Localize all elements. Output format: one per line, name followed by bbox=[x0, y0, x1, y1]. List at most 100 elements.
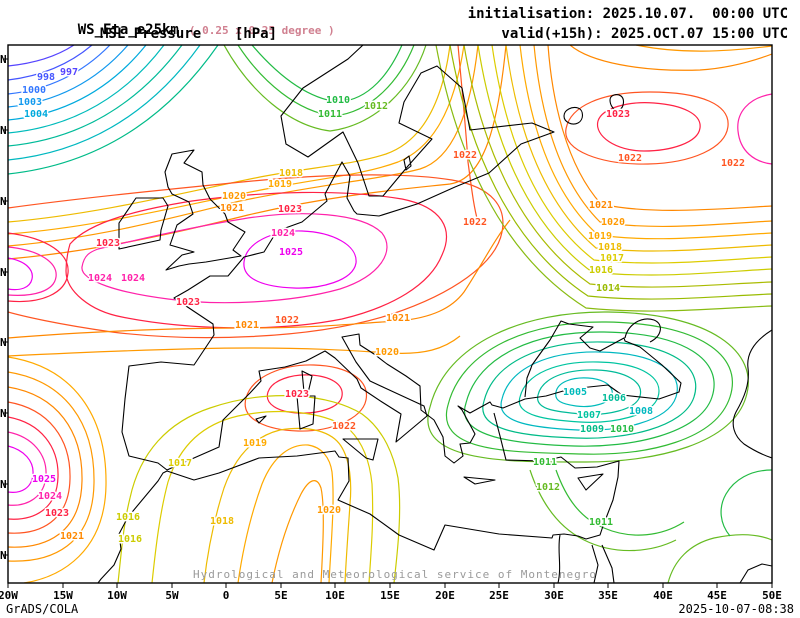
header-line-1: WS_Eta_e25km ( 0.25 x 0.25 degree ) bbox=[44, 6, 335, 54]
isobar-label-1021: 1021 bbox=[386, 313, 410, 324]
isobar-label-1007: 1007 bbox=[577, 410, 601, 421]
isobar-label-1019: 1019 bbox=[243, 438, 267, 449]
creation-timestamp: 2025-10-07-08:38 bbox=[678, 602, 794, 616]
isobar-label-1022: 1022 bbox=[453, 150, 477, 161]
field-title: MSL Pressure [hPa] bbox=[100, 26, 278, 42]
isobar-label-1023: 1023 bbox=[278, 204, 302, 215]
isobar-1008 bbox=[8, 45, 201, 161]
isobar-1006 bbox=[537, 369, 642, 415]
isobar-label-1021: 1021 bbox=[220, 203, 244, 214]
isobar-label-1020: 1020 bbox=[317, 505, 341, 516]
isobar-label-1025: 1025 bbox=[32, 474, 56, 485]
isobar-997 bbox=[8, 45, 75, 67]
isobar-1020 bbox=[8, 371, 95, 562]
isobar-1019 bbox=[237, 444, 334, 583]
isobar-label-1018: 1018 bbox=[279, 168, 303, 179]
model-title: WS_Eta_e25km bbox=[77, 22, 179, 38]
isobar-label-1021: 1021 bbox=[235, 320, 259, 331]
x-tick-label: 50E bbox=[762, 589, 782, 602]
isobar-1023 bbox=[65, 191, 447, 329]
isobar-1018 bbox=[203, 427, 352, 583]
isobar-label-1021: 1021 bbox=[589, 200, 613, 211]
x-tick-label: 20W bbox=[0, 589, 18, 602]
x-tick-label: 35E bbox=[598, 589, 618, 602]
isobar-label-1005: 1005 bbox=[563, 387, 587, 398]
isobar-label-1025: 1025 bbox=[279, 247, 303, 258]
isobar-1021 bbox=[8, 45, 507, 260]
valid-time-text: valid(+15h): 2025.OCT.07 15:00 UTC bbox=[501, 26, 788, 42]
isobar-1021 bbox=[547, 45, 772, 211]
isobar-label-1022: 1022 bbox=[332, 421, 356, 432]
isobar-label-1023: 1023 bbox=[606, 109, 630, 120]
isobar-label-1004: 1004 bbox=[24, 109, 48, 120]
isobar-label-1022: 1022 bbox=[721, 158, 745, 169]
isobar-1005 bbox=[8, 45, 165, 134]
isobar-1025 bbox=[243, 230, 357, 289]
y-tick-label: N bbox=[0, 478, 7, 491]
grads-credit: GrADS/COLA bbox=[6, 602, 79, 616]
coastline-layer bbox=[97, 45, 772, 583]
isobar-label-1017: 1017 bbox=[600, 253, 624, 264]
isobar-label-1021: 1021 bbox=[60, 531, 84, 542]
isobar-1020 bbox=[8, 335, 461, 357]
isobar-1025 bbox=[8, 257, 33, 291]
isobar-label-1022: 1022 bbox=[618, 153, 642, 164]
isobar-label-1019: 1019 bbox=[268, 179, 292, 190]
isobar-label-1019: 1019 bbox=[588, 231, 612, 242]
isobar-1019 bbox=[8, 356, 107, 583]
x-tick-label: 25E bbox=[489, 589, 509, 602]
x-tick-label: 30E bbox=[544, 589, 564, 602]
isobar-label-1018: 1018 bbox=[598, 242, 622, 253]
x-tick-label: 15E bbox=[380, 589, 400, 602]
x-tick-label: 5W bbox=[165, 589, 179, 602]
isobar-label-1003: 1003 bbox=[18, 97, 42, 108]
isobar-1024 bbox=[737, 93, 772, 165]
y-tick-label: N bbox=[0, 195, 7, 208]
isobar-1023 bbox=[266, 374, 343, 414]
isobar-1005 bbox=[555, 377, 613, 408]
isobar-1022 bbox=[244, 364, 367, 432]
isobar-1021 bbox=[8, 219, 511, 339]
isobar-label-1016: 1016 bbox=[116, 512, 140, 523]
y-tick-label: N bbox=[0, 124, 7, 137]
isobar-1020 bbox=[271, 480, 324, 583]
x-tick-label: 10E bbox=[325, 589, 345, 602]
isobar-label-1023: 1023 bbox=[45, 508, 69, 519]
x-tick-label: 10W bbox=[107, 589, 127, 602]
y-tick-label: N bbox=[0, 266, 7, 279]
isobar-1009 bbox=[482, 341, 697, 439]
isobar-1024 bbox=[8, 246, 57, 296]
isobar-1021 bbox=[8, 386, 83, 548]
isobar-1017 bbox=[491, 45, 772, 264]
contour-layer bbox=[8, 45, 772, 583]
isobar-label-1024: 1024 bbox=[121, 273, 145, 284]
isobar-1016 bbox=[477, 45, 772, 276]
isobar-label-1022: 1022 bbox=[275, 315, 299, 326]
isobar-1011 bbox=[237, 45, 415, 117]
isobar-label-1017: 1017 bbox=[168, 458, 192, 469]
isobar-1013 bbox=[435, 45, 772, 312]
isobar-1012 bbox=[223, 45, 427, 132]
isobar-label-1023: 1023 bbox=[96, 238, 120, 249]
isobar-1009 bbox=[8, 45, 219, 175]
isobar-1015 bbox=[463, 45, 772, 288]
isobar-1023 bbox=[8, 416, 59, 520]
isobar-label-1011: 1011 bbox=[318, 109, 342, 120]
isobar-1012 bbox=[529, 469, 677, 552]
isobar-label-1010: 1010 bbox=[610, 424, 634, 435]
isobar-1024 bbox=[8, 431, 47, 506]
y-tick-label: N bbox=[0, 53, 7, 66]
isobar-1010 bbox=[251, 45, 403, 103]
isobar-label-1024: 1024 bbox=[38, 491, 62, 502]
isobar-label-1009: 1009 bbox=[580, 424, 604, 435]
isobar-label-1022: 1022 bbox=[463, 217, 487, 228]
isobar-1021 bbox=[569, 45, 772, 71]
isobar-1004 bbox=[8, 45, 147, 121]
isobar-label-1012: 1012 bbox=[536, 482, 560, 493]
isobar-1017 bbox=[151, 411, 374, 583]
isobar-1023 bbox=[597, 102, 701, 152]
isobar-label-1000: 1000 bbox=[22, 85, 46, 96]
isobar-label-1016: 1016 bbox=[118, 534, 142, 545]
isobar-label-1024: 1024 bbox=[88, 273, 112, 284]
